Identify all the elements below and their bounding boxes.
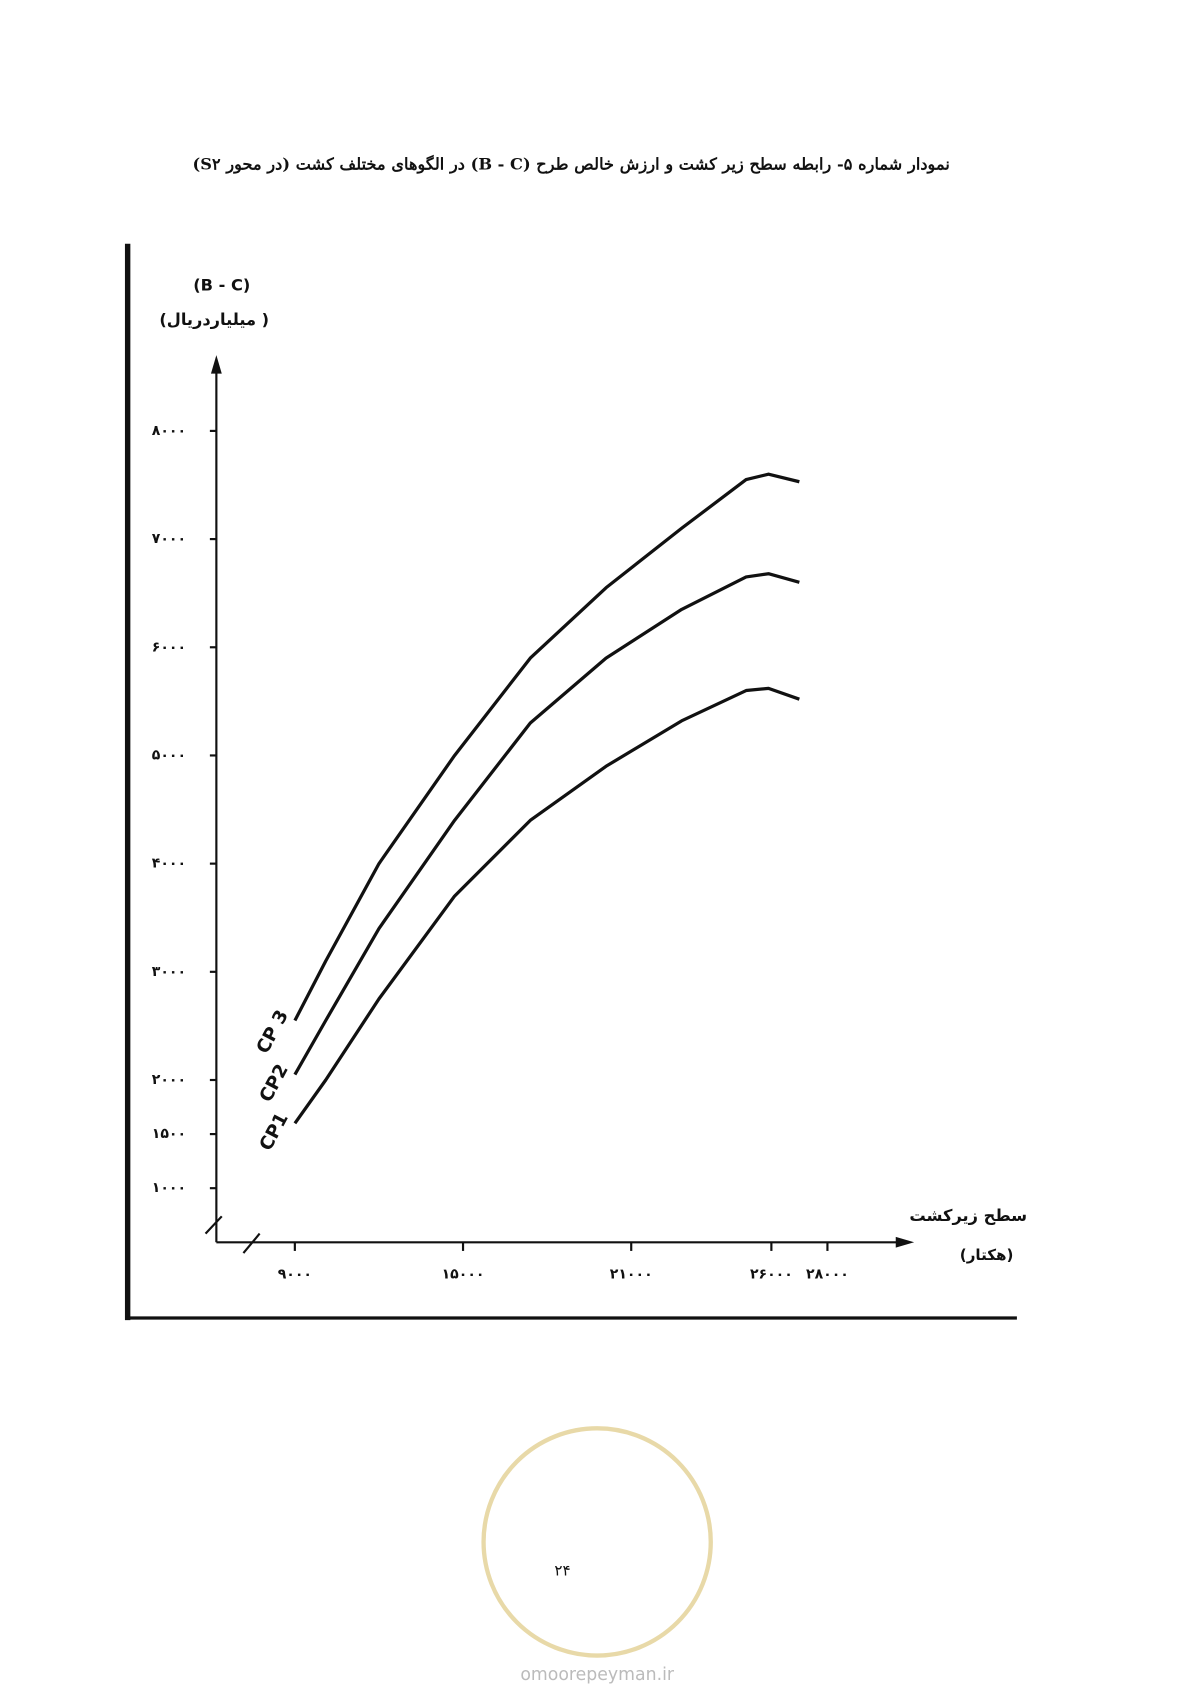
y-tick-label: ۸۰۰۰ — [152, 423, 186, 439]
series-line — [293, 572, 800, 1076]
y-tick-label: ۶۰۰۰ — [152, 639, 186, 655]
y-axis-label: (B - C) — [193, 275, 250, 294]
series-label: CP2 — [256, 1061, 293, 1106]
page-number: ۲۴ — [554, 1562, 570, 1580]
y-tick-label: ۴۰۰۰ — [152, 856, 186, 872]
y-tick-label: ۱۵۰۰ — [152, 1126, 186, 1142]
series-line — [293, 686, 800, 1125]
series-label: CP 3 — [253, 1007, 293, 1058]
y-axis-unit: ( میلیاردریال) — [159, 310, 269, 329]
chart-title: نمودار شماره ۵- رابطه سطح زیر کشت و ارزش… — [193, 154, 950, 174]
axis-break — [242, 1232, 261, 1254]
y-tick-label: ۵۰۰۰ — [152, 747, 186, 763]
x-tick-label: ۹۰۰۰ — [278, 1267, 312, 1283]
x-arrow — [895, 1236, 915, 1248]
y-tick-label: ۷۰۰۰ — [152, 531, 186, 547]
watermark-logo — [481, 1426, 713, 1658]
x-tick-label: ۲۶۰۰۰ — [750, 1267, 793, 1283]
plot: ۱۰۰۰ ۱۵۰۰ ۲۰۰۰ ۳۰۰۰ ۴۰۰۰ ۵۰۰۰ ۶۰۰۰ ۷۰۰۰ ۸۰۰۰ ۹۰۰۰… — [152, 423, 849, 1283]
y-tick-label: ۲۰۰۰ — [152, 1072, 186, 1088]
x-tick-label: ۲۸۰۰۰ — [806, 1267, 849, 1283]
y-arrow — [210, 355, 222, 374]
y-tick-label: ۳۰۰۰ — [152, 964, 186, 980]
x-tick-label: ۱۵۰۰۰ — [442, 1267, 485, 1283]
y-tick-label: ۱۰۰۰ — [152, 1180, 186, 1196]
axis-break — [204, 1215, 223, 1235]
x-axis-unit: (هکتار) — [960, 1246, 1014, 1264]
series-line — [293, 472, 800, 1022]
watermark: omoorepeyman.ir — [520, 1665, 675, 1684]
series-label: CP1 — [256, 1109, 293, 1154]
x-tick-label: ۲۱۰۰۰ — [610, 1267, 653, 1283]
x-axis-label: سطح زیرکشت — [909, 1206, 1027, 1225]
